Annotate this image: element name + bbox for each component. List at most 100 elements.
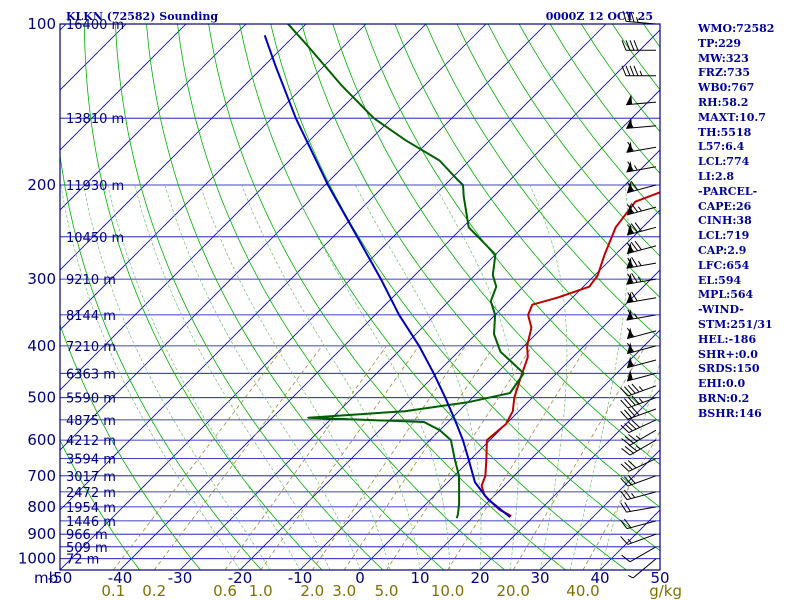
isotherm bbox=[239, 149, 660, 570]
valid-time: 0000Z 12 OCT 25 bbox=[546, 10, 653, 23]
wind-barb-staff bbox=[628, 419, 657, 434]
wind-barb bbox=[626, 291, 657, 304]
temperature-tick-label: 30 bbox=[530, 569, 549, 587]
mixing-ratio-label: 10.0 bbox=[431, 582, 464, 600]
wind-barb bbox=[620, 533, 657, 545]
mixing-ratio-line bbox=[311, 345, 466, 570]
wind-barb-feather bbox=[624, 518, 632, 528]
wind-barb-half-feather bbox=[636, 17, 639, 23]
temperature-tick-label: -50 bbox=[48, 569, 73, 587]
wind-barb-staff bbox=[626, 330, 657, 340]
wind-barb-feather bbox=[627, 257, 634, 268]
wind-barb bbox=[626, 180, 657, 194]
moist-adiabat bbox=[354, 184, 482, 570]
wind-barb-feather bbox=[627, 273, 634, 284]
index-line: MPL:564 bbox=[698, 288, 754, 302]
dry-adiabat bbox=[270, 24, 660, 551]
wind-barb-feather bbox=[621, 40, 627, 51]
wind-barb-feather bbox=[621, 65, 627, 76]
temperature-trace bbox=[480, 191, 660, 517]
wind-barb-staff bbox=[626, 101, 657, 106]
height-label: 1954 m bbox=[66, 501, 116, 516]
wind-barb-flag bbox=[626, 117, 633, 129]
wind-barb-feather bbox=[624, 423, 633, 432]
wind-barb-flag bbox=[627, 369, 633, 382]
wind-barb-half-feather bbox=[628, 574, 634, 579]
wind-barb-feather bbox=[627, 421, 637, 430]
index-line: SHR+:0.0 bbox=[698, 347, 758, 361]
index-line: SRDS:150 bbox=[698, 362, 760, 376]
wind-barb-feather bbox=[627, 309, 634, 320]
height-label: 7210 m bbox=[66, 340, 116, 355]
mixing-ratio-label: 0.2 bbox=[142, 582, 166, 600]
wind-barb-staff bbox=[626, 297, 657, 304]
wind-barb-flag bbox=[627, 223, 633, 236]
wind-barb-feather bbox=[628, 434, 638, 442]
height-label: 5590 m bbox=[66, 392, 116, 407]
wind-barb bbox=[620, 489, 657, 501]
wind-barb-half-feather bbox=[630, 122, 634, 129]
moist-adiabat bbox=[83, 184, 271, 570]
index-line: LFC:654 bbox=[698, 258, 750, 272]
height-label: 8144 m bbox=[66, 309, 116, 324]
wind-barb bbox=[621, 40, 656, 51]
wind-barb-staff bbox=[627, 385, 657, 397]
wind-barb-feather bbox=[624, 409, 632, 419]
wind-barb-feather bbox=[622, 10, 627, 22]
index-line: HEL:-186 bbox=[698, 332, 757, 346]
index-line: WB0:767 bbox=[698, 81, 755, 95]
isotherm bbox=[60, 24, 487, 451]
wind-barb-half-feather bbox=[630, 361, 635, 367]
wind-barb bbox=[620, 474, 657, 487]
mixing-ratio-line bbox=[447, 345, 588, 570]
wind-barb-staff bbox=[627, 408, 657, 420]
isotherm bbox=[60, 24, 67, 31]
height-label: 3594 m bbox=[66, 453, 116, 468]
wind-barb bbox=[628, 558, 657, 579]
pressure-tick-label: 700 bbox=[27, 467, 56, 485]
wind-barb-feather bbox=[620, 463, 630, 472]
moist-adiabat bbox=[434, 184, 520, 570]
wind-barb-feather bbox=[624, 386, 632, 396]
wind-barb-feather bbox=[620, 424, 630, 433]
wind-barb-feather bbox=[631, 291, 638, 302]
pressure-tick-label: 600 bbox=[27, 431, 56, 449]
wind-barb-flag bbox=[626, 257, 633, 269]
wind-barb-feather bbox=[631, 395, 640, 405]
wind-barb-feather bbox=[630, 180, 639, 191]
height-label: 11930 m bbox=[66, 179, 124, 194]
wind-barb-feather bbox=[621, 448, 631, 456]
moist-adiabat bbox=[569, 184, 630, 570]
mixing-ratio-label: 0.6 bbox=[213, 582, 237, 600]
wind-barb bbox=[621, 439, 657, 456]
index-line: LCL:719 bbox=[698, 229, 750, 243]
wind-barb bbox=[626, 342, 657, 355]
height-label: 9210 m bbox=[66, 273, 116, 288]
plot-frame bbox=[59, 23, 661, 571]
temperature-tick-label: -20 bbox=[228, 569, 253, 587]
pressure-tick-label: 100 bbox=[27, 15, 56, 33]
temperature-tick-label: 50 bbox=[650, 569, 669, 587]
wind-barb bbox=[626, 161, 657, 173]
wind-barb-feather bbox=[625, 65, 631, 76]
isotherm bbox=[60, 24, 307, 271]
wind-barb-staff bbox=[629, 546, 657, 563]
wind-barb-staff bbox=[632, 558, 657, 579]
wind-barb-feather bbox=[624, 501, 631, 512]
wind-barb-feather bbox=[627, 292, 634, 302]
mixing-ratio-line bbox=[260, 345, 420, 570]
wind-barb bbox=[626, 309, 657, 321]
wind-barb bbox=[626, 240, 657, 255]
isotherm bbox=[60, 24, 547, 511]
height-label: 6363 m bbox=[66, 367, 116, 382]
mixing-ratio-line bbox=[343, 345, 495, 570]
wind-barb bbox=[621, 546, 657, 563]
wind-barb-staff bbox=[626, 506, 657, 513]
pressure-tick-label: 400 bbox=[27, 337, 56, 355]
isotherm bbox=[359, 269, 660, 570]
wind-barb-staff bbox=[629, 429, 657, 446]
wind-barb-feather bbox=[631, 272, 638, 283]
dry-adiabat bbox=[208, 24, 566, 570]
wind-barb bbox=[621, 429, 657, 446]
